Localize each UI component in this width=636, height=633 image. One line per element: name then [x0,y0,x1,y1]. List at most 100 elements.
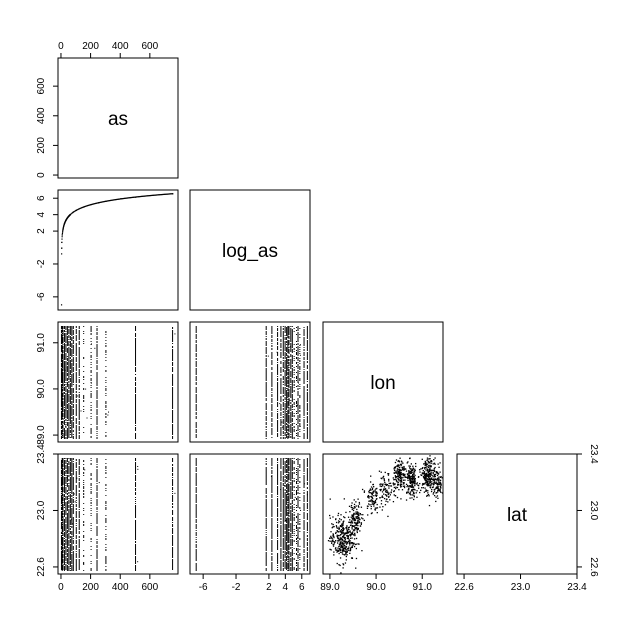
data-point [78,483,80,484]
data-point [297,429,299,430]
data-point [277,409,279,410]
data-point [63,515,65,516]
y-tick-label-lat: 23.0 [36,500,47,520]
data-point [78,208,80,210]
data-point [68,423,70,424]
data-point [297,347,299,348]
data-point [299,415,301,416]
data-point [63,559,65,560]
data-point [90,431,92,432]
data-point [68,433,70,434]
data-point [284,362,286,363]
data-point [65,536,67,537]
data-point [277,411,279,412]
data-point [72,501,74,502]
data-point [69,546,71,547]
data-point [75,210,77,212]
data-point [75,363,77,364]
data-point [135,544,137,545]
data-point [284,427,286,428]
data-point [60,426,62,427]
data-point [172,330,174,331]
data-point [108,411,110,413]
data-point [282,350,284,351]
data-point [78,371,80,372]
data-point [71,471,73,472]
data-point [69,479,71,480]
data-point [265,431,267,432]
data-point [118,198,120,200]
data-point [287,419,289,420]
data-point [290,392,292,393]
data-point [75,412,77,413]
data-point [291,334,293,335]
data-point [98,201,100,204]
data-point [69,327,71,328]
data-point [69,464,71,465]
data-point [135,355,137,356]
data-point [63,556,65,557]
data-point [286,437,288,438]
data-point [297,326,299,327]
data-point [60,376,62,377]
data-point [277,434,279,435]
data-point [68,435,70,436]
data-point [66,516,68,517]
data-point [78,417,80,418]
data-point [72,396,74,397]
data-point [72,541,74,542]
data-point [65,475,67,476]
data-point [135,394,137,395]
data-point [105,468,107,469]
data-point [265,333,267,334]
data-point [288,356,290,357]
data-point [72,504,74,505]
data-point [71,398,73,399]
data-point [66,484,68,485]
data-point [69,467,71,468]
data-point [63,505,65,506]
data-point [303,415,305,416]
data-point [65,533,67,534]
data-point [172,349,174,350]
data-point [83,535,85,536]
data-point [293,348,295,349]
data-point [65,527,67,528]
data-point [68,436,70,437]
data-point [65,479,67,480]
data-point [282,387,284,388]
data-point [66,521,68,522]
data-point [68,385,70,386]
data-point [287,337,289,338]
data-point [90,380,92,381]
data-point [303,414,305,415]
data-point [62,508,64,509]
data-point [62,337,64,338]
data-point [286,380,288,381]
data-point [72,464,74,465]
data-point [271,408,273,409]
data-point [96,477,98,478]
data-point [96,385,98,386]
data-point [296,350,298,351]
data-point [71,377,73,378]
data-point [61,364,63,365]
data-point [297,357,299,358]
data-point [70,213,72,215]
data-point [68,406,70,407]
data-point [63,526,65,527]
data-point [62,544,64,545]
data-point [280,427,282,428]
data-point [68,355,70,356]
data-point [291,344,293,345]
data-point [290,426,292,427]
data-point [299,373,301,374]
data-point [65,380,67,381]
data-point [96,489,98,490]
data-point [105,380,107,381]
data-point [68,349,70,350]
data-point [284,425,286,426]
data-point [297,352,299,353]
data-point [78,521,80,522]
